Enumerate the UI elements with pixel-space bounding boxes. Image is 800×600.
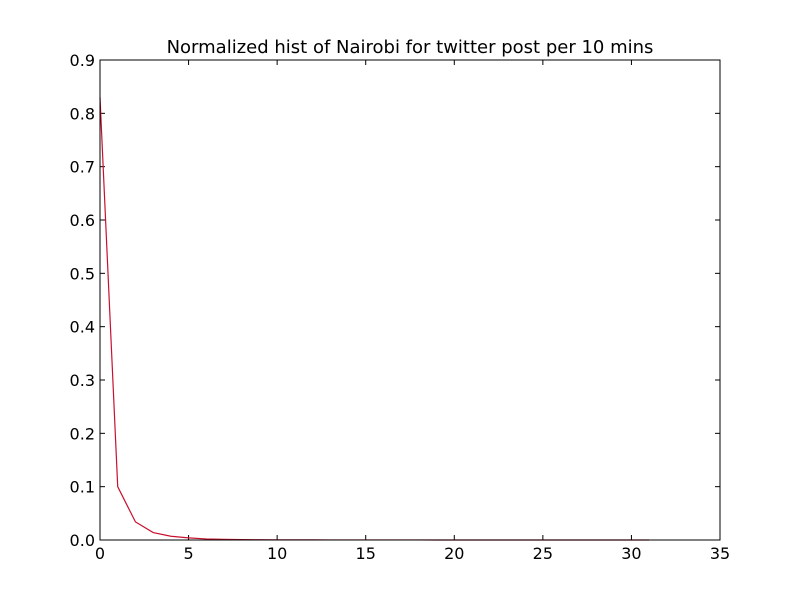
x-tick-label: 25 (533, 544, 553, 563)
y-tick-label: 0.7 (70, 158, 95, 177)
y-tick-label: 0.8 (70, 104, 95, 123)
y-tick-label: 0.9 (70, 51, 95, 70)
y-tick-label: 0.1 (70, 478, 95, 497)
x-tick-label: 5 (183, 544, 193, 563)
y-tick-label: 0.3 (70, 371, 95, 390)
x-tick-label: 15 (356, 544, 376, 563)
y-tick-label: 0.6 (70, 211, 95, 230)
x-tick-label: 30 (621, 544, 641, 563)
series-line (99, 97, 650, 541)
plot-frame (99, 59, 721, 541)
y-tick-label: 0.0 (70, 531, 95, 550)
y-tick-label: 0.4 (70, 318, 95, 337)
axis-ticks (99, 59, 721, 541)
series-group (99, 97, 650, 541)
axis-tick-labels: 0 5 10 15 20 25 30 35 0.0 0.1 0.2 0.3 0.4 0.5 0.6 0.7 0.… (70, 51, 731, 563)
y-tick-label: 0.2 (70, 424, 95, 443)
x-tick-label: 10 (267, 544, 287, 563)
x-tick-label: 20 (444, 544, 464, 563)
x-tick-label: 0 (95, 544, 105, 563)
y-tick-label: 0.5 (70, 264, 95, 283)
chart-title: Normalized hist of Nairobi for twitter p… (167, 37, 654, 58)
x-tick-label: 35 (710, 544, 730, 563)
